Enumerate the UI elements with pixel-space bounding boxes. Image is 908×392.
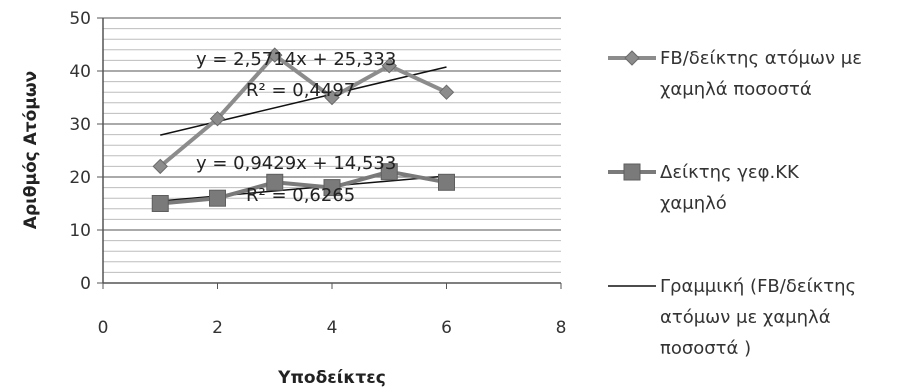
x-tick-label: 6 xyxy=(441,318,452,338)
y-tick-label: 0 xyxy=(80,274,91,294)
y-tick-label: 50 xyxy=(69,9,91,29)
trendline xyxy=(160,175,447,202)
data-point-square xyxy=(151,195,169,212)
legend: FB/δείκτης ατόμων με χαμηλά ποσοστά Δείκτη… xyxy=(608,48,862,359)
legend-label: χαμηλά ποσοστά xyxy=(660,79,812,100)
trend-r-squared: R² = 0,4497 xyxy=(246,80,355,101)
y-tick-label: 20 xyxy=(69,168,91,188)
series-line xyxy=(160,169,447,206)
y-tick-label: 10 xyxy=(69,221,91,241)
x-tick-label: 8 xyxy=(556,318,567,338)
series-line xyxy=(158,53,448,168)
data-series xyxy=(151,47,455,212)
data-point-diamond xyxy=(381,57,397,74)
x-tick-label: 4 xyxy=(327,318,338,338)
data-point-diamond xyxy=(209,110,226,127)
data-point-square xyxy=(323,179,341,197)
y-tick-labels: 0 10 20 30 40 50 xyxy=(69,9,103,294)
data-point-square xyxy=(438,173,455,191)
y-axis-title: Αριθμός Ατόμων xyxy=(21,71,41,229)
trendlines xyxy=(160,66,447,202)
major-gridlines xyxy=(103,17,561,231)
trend-annotations: y = 2,5714x + 25,333 R² = 0,4497 y = 0,942… xyxy=(196,49,396,206)
y-tick-label: 30 xyxy=(69,115,91,135)
legend-label: FB/δείκτης ατόμων με xyxy=(660,48,862,69)
data-point-diamond xyxy=(438,84,455,100)
data-point-diamond xyxy=(324,89,340,106)
data-point-square xyxy=(266,173,284,191)
trend-equation: y = 0,9429x + 14,533 xyxy=(196,153,396,174)
x-tick-label: 2 xyxy=(212,318,223,338)
x-tick-labels: 0 2 4 6 8 xyxy=(98,283,567,338)
trendline xyxy=(160,66,447,136)
data-point-diamond xyxy=(267,47,283,63)
legend-entry: FB/δείκτης ατόμων με χαμηλά ποσοστά xyxy=(608,48,862,100)
data-point-square xyxy=(380,163,398,181)
y-tick-label: 40 xyxy=(69,62,91,82)
data-point-diamond xyxy=(624,50,640,66)
trend-r-squared: R² = 0,6265 xyxy=(246,185,355,206)
legend-entry: Δείκτης γεφ.ΚΚ χαμηλό xyxy=(608,162,800,214)
trend-equation: y = 2,5714x + 25,333 xyxy=(196,49,396,70)
x-axis-title: Υποδείκτες xyxy=(277,368,386,388)
legend-label: ποσοστά ) xyxy=(660,338,751,359)
data-point-square xyxy=(623,163,641,181)
legend-label: Γραμμική (FB/δείκτης xyxy=(660,276,856,297)
legend-label: Δείκτης γεφ.ΚΚ xyxy=(660,162,800,183)
legend-entry: Γραμμική (FB/δείκτης ατόμων με χαμηλά ποσο… xyxy=(608,276,856,359)
legend-label: χαμηλό xyxy=(660,193,727,214)
x-tick-label: 0 xyxy=(98,318,109,338)
data-point-diamond xyxy=(152,158,168,175)
data-point-square xyxy=(209,189,226,207)
legend-label: ατόμων με χαμηλά xyxy=(660,307,831,328)
